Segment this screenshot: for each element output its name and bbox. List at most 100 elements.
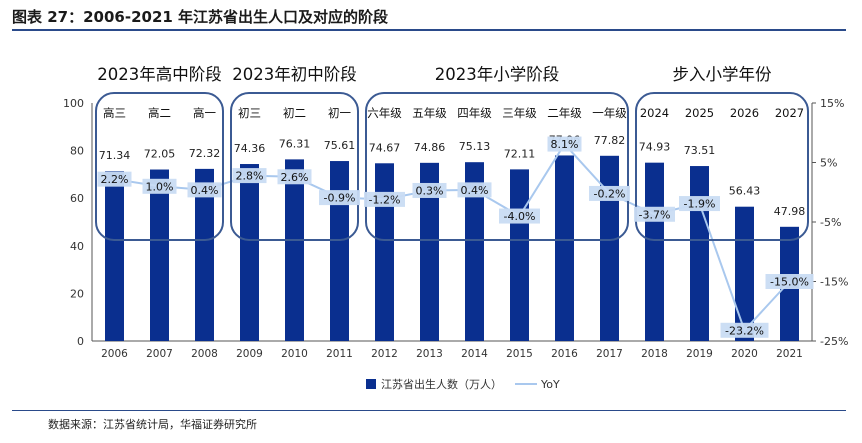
source-note: 数据来源：江苏省统计局，华福证券研究所: [48, 418, 257, 431]
legend-layer: 江苏省出生人数（万人） YoY: [366, 377, 560, 391]
yoy-label: -23.2%: [725, 324, 764, 337]
yoy-label-box: [720, 322, 769, 338]
bar-value-label: 75.61: [324, 139, 356, 152]
stage-group-title: 2023年高中阶段: [97, 65, 222, 84]
bar-value-label: 72.11: [504, 147, 536, 160]
x-tick-label: 2021: [776, 348, 803, 360]
stage-frame: [635, 92, 809, 241]
bar: [690, 166, 709, 341]
bar: [600, 155, 619, 341]
stage-label: 2024: [640, 106, 669, 120]
yoy-label: -15.0%: [770, 276, 809, 289]
yoy-label: -3.7%: [639, 208, 671, 221]
bar-value-label: 74.36: [234, 142, 266, 155]
figure-title: 图表 27：2006-2021 年江苏省出生人口及对应的阶段: [12, 8, 389, 26]
yoy-label: -0.9%: [324, 192, 356, 205]
bar-value-label: 76.31: [279, 137, 311, 150]
yoy-label-box: [412, 182, 447, 198]
bar: [510, 169, 529, 341]
stage-label: 2026: [730, 106, 759, 120]
yoy-label: 2.2%: [101, 173, 129, 186]
bottom-rule: [12, 410, 846, 411]
x-tick-label: 2017: [596, 348, 623, 360]
yoy-label: -1.2%: [369, 193, 401, 206]
legend-bar-label: 江苏省出生人数（万人）: [381, 377, 502, 391]
yoy-label-box: [232, 168, 267, 184]
yoy-label-box: [364, 191, 405, 207]
stage-label: 三年级: [502, 106, 537, 120]
bar-value-label: 75.13: [459, 140, 491, 153]
left-tick-label: 80: [70, 145, 84, 158]
stage-label: 四年级: [457, 106, 492, 120]
bar-value-label: 72.32: [189, 147, 221, 160]
stage-label: 初一: [328, 106, 351, 120]
yoy-label-box: [499, 208, 540, 224]
stage-label: 六年级: [367, 106, 402, 120]
left-tick-label: 0: [77, 335, 84, 348]
stage-label: 初三: [238, 106, 261, 120]
bar: [375, 163, 394, 341]
axes-layer: 0 20 40 60 80 100 -25% -15% -5% 5% 15% 2006 2007 2008…: [63, 97, 848, 360]
stage-label: 2027: [775, 106, 804, 120]
x-tick-label: 2018: [641, 348, 668, 360]
stage-label: 2025: [685, 106, 714, 120]
bar-value-label: 74.86: [414, 141, 446, 154]
labels-layer: 71.34 72.05 72.32 74.36 76.31 75.61 74.67 74.86…: [97, 133, 814, 338]
bar: [420, 162, 439, 341]
yoy-label: 1.0%: [146, 180, 174, 193]
bar-value-label: 47.98: [774, 205, 806, 218]
stage-label: 二年级: [547, 106, 582, 120]
x-tick-label: 2006: [101, 348, 128, 360]
x-tick-label: 2007: [146, 348, 173, 360]
left-tick-label: 60: [70, 192, 84, 205]
bar: [330, 161, 349, 341]
right-tick-label: -15%: [820, 276, 848, 289]
stage-label: 高三: [103, 106, 126, 120]
yoy-label-box: [187, 182, 222, 198]
stage-label: 高二: [148, 106, 171, 120]
yoy-label: 2.6%: [281, 171, 309, 184]
stage-group-title: 2023年小学阶段: [435, 65, 560, 84]
left-tick-label: 20: [70, 287, 84, 300]
bar-value-label: 74.67: [369, 141, 401, 154]
yoy-label: 0.4%: [191, 184, 219, 197]
bar-value-label: 56.43: [729, 185, 761, 198]
yoy-label: 0.3%: [416, 184, 444, 197]
stage-group-title: 步入小学年份: [673, 65, 773, 84]
x-tick-label: 2019: [686, 348, 713, 360]
bar: [645, 162, 664, 341]
legend-line-label: YoY: [540, 378, 560, 391]
x-tick-label: 2010: [281, 348, 308, 360]
stage-label: 高一: [193, 106, 216, 120]
yoy-label-box: [457, 182, 492, 198]
right-tick-label: -5%: [820, 216, 841, 229]
bar: [285, 159, 304, 341]
yoy-label: 0.4%: [461, 184, 489, 197]
x-tick-label: 2009: [236, 348, 263, 360]
yoy-label: -0.2%: [594, 187, 626, 200]
bar-value-label: 72.05: [144, 148, 176, 161]
bar-value-label: 71.34: [99, 149, 131, 162]
yoy-label-box: [765, 274, 814, 289]
yoy-label: -4.0%: [504, 210, 536, 223]
stage-frame: [95, 92, 224, 241]
x-tick-label: 2015: [506, 348, 533, 360]
x-tick-label: 2008: [191, 348, 218, 360]
left-tick-label: 100: [63, 97, 84, 110]
bar-value-label: 77.82: [594, 134, 626, 147]
x-tick-label: 2011: [326, 348, 353, 360]
yoy-label: 8.1%: [551, 138, 579, 151]
bar: [150, 169, 169, 341]
bar: [195, 168, 214, 341]
bar: [735, 206, 754, 341]
yoy-label: 2.8%: [236, 170, 264, 183]
yoy-label-box: [277, 169, 312, 185]
stage-frame: [230, 92, 359, 241]
yoy-label-box: [547, 136, 582, 152]
yoy-label-box: [634, 206, 675, 222]
title-rule: [12, 29, 846, 31]
x-tick-label: 2014: [461, 348, 488, 360]
bar-value-label: 73.51: [684, 144, 716, 157]
x-tick-label: 2016: [551, 348, 578, 360]
